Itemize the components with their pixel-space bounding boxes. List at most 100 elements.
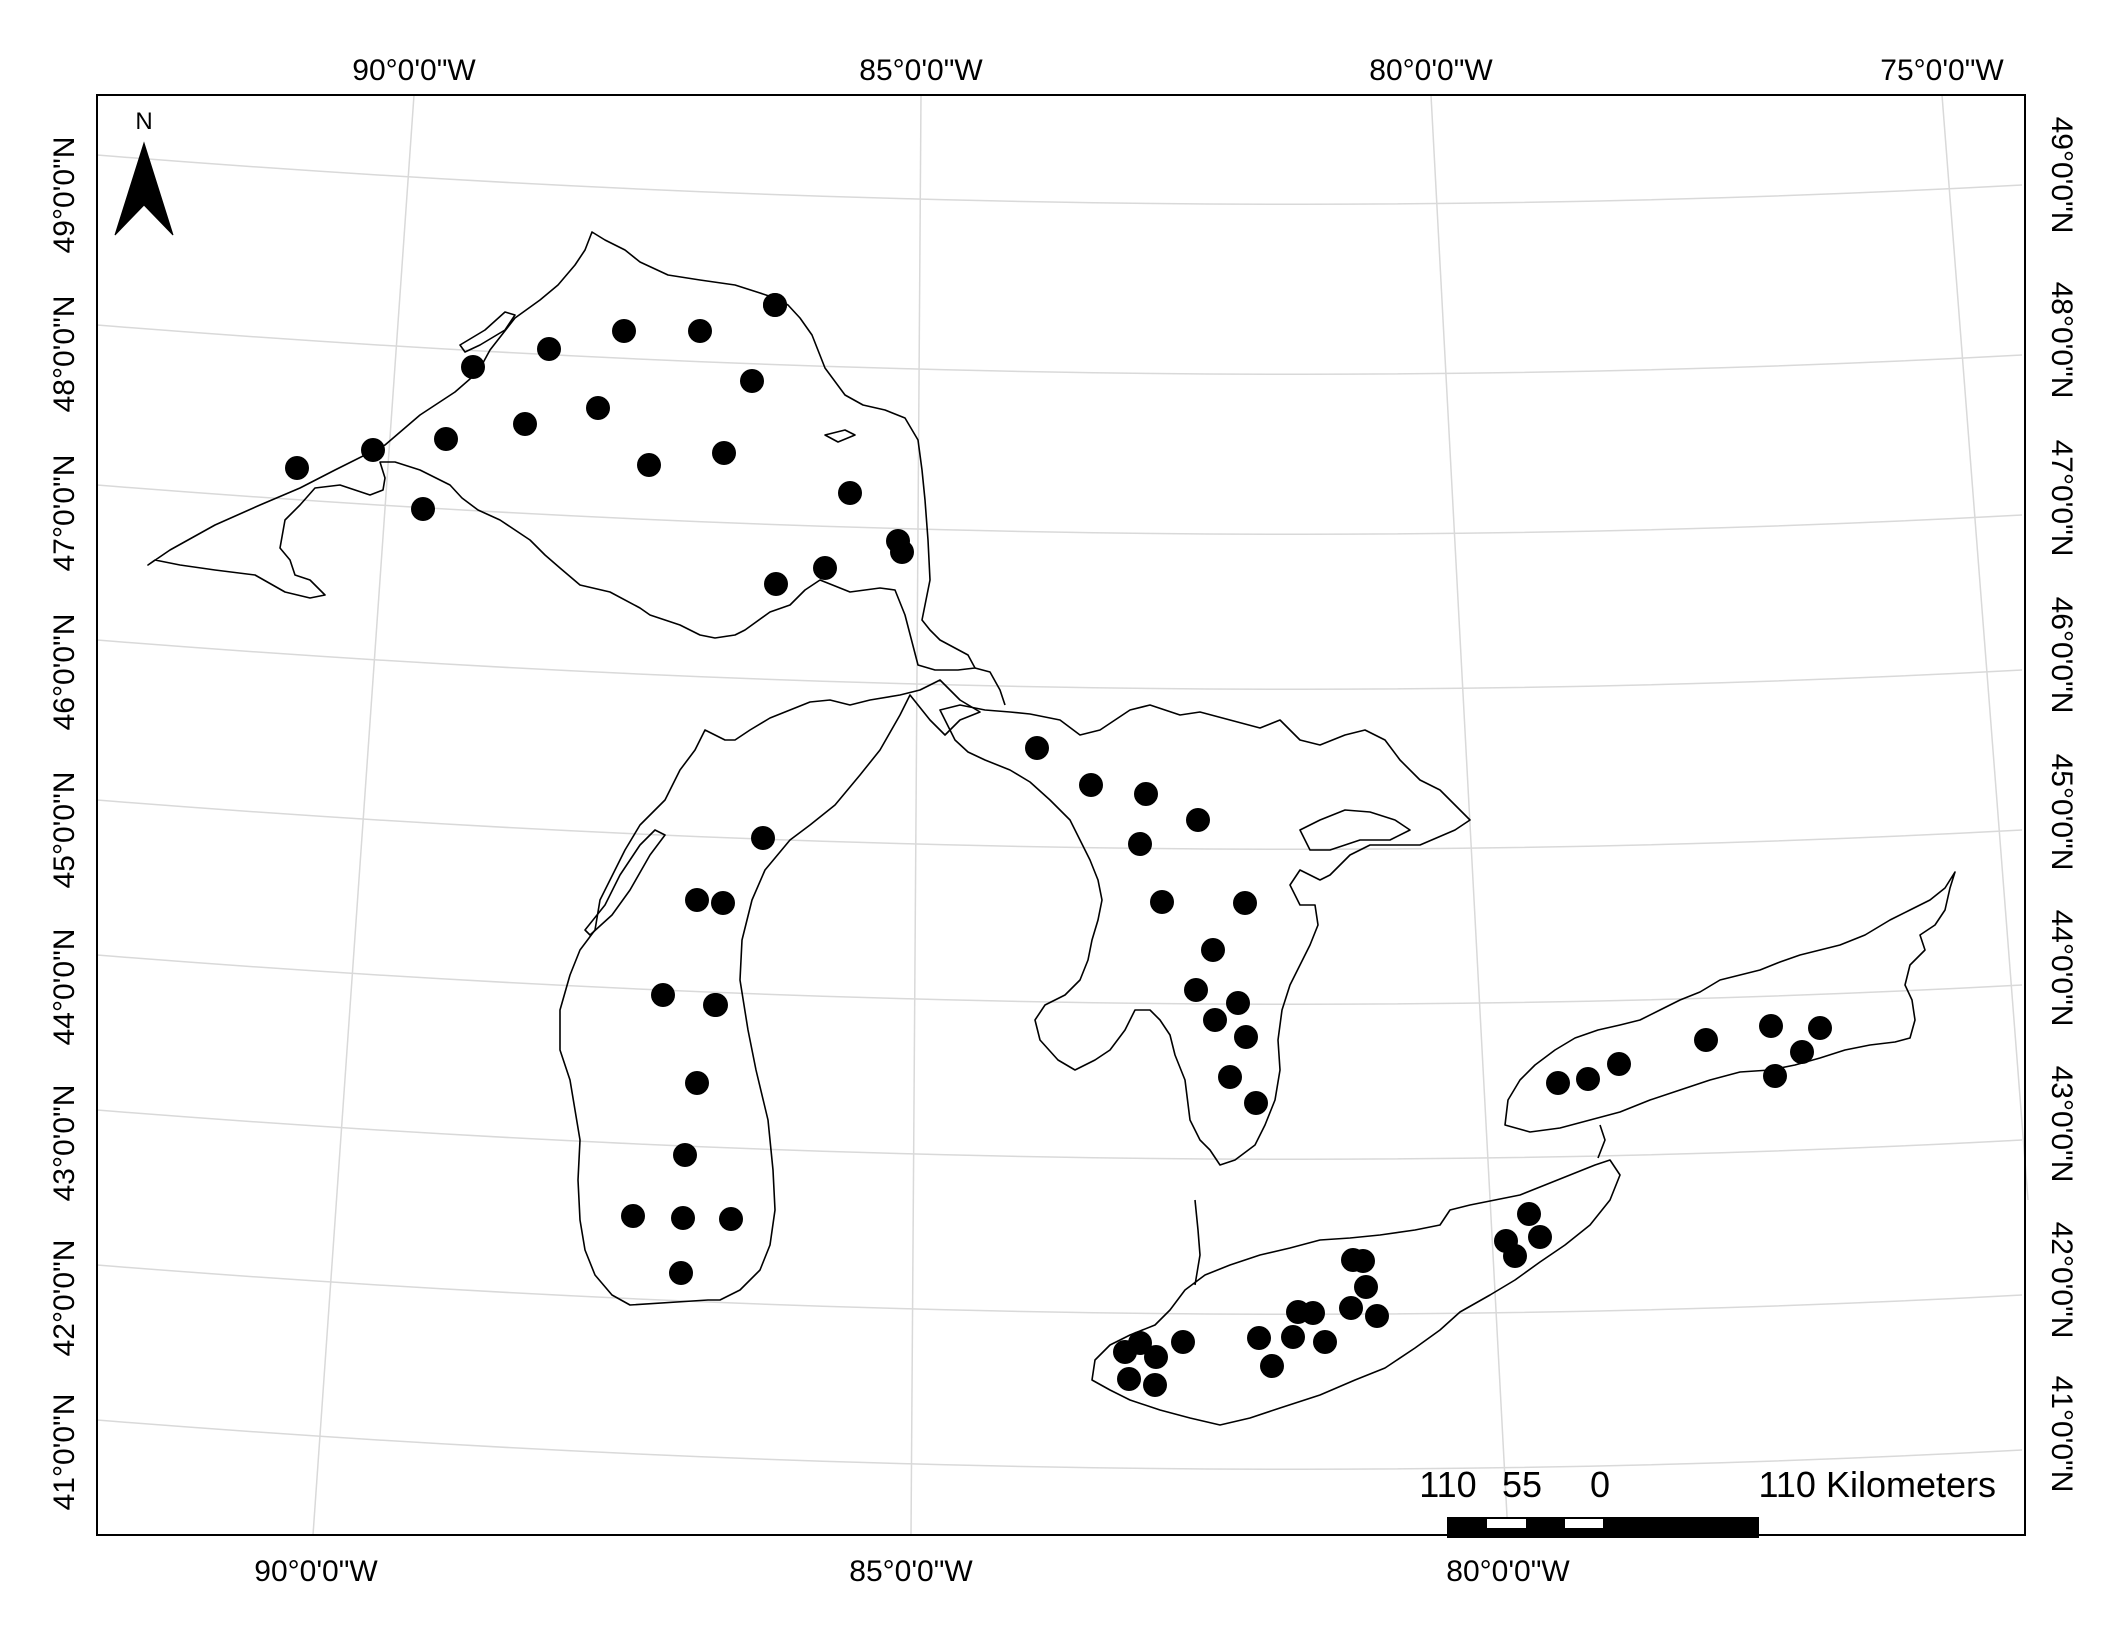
sample-site-michigan-11 — [669, 1261, 693, 1285]
right-lat-label-43n: 43°0'0"N — [2045, 1066, 2078, 1183]
sample-site-superior-8 — [586, 396, 610, 420]
lake-outlines — [147, 231, 1956, 1426]
sample-site-ontario-8 — [1808, 1016, 1832, 1040]
sample-site-ontario-6 — [1763, 1064, 1787, 1088]
sample-site-ontario-7 — [1790, 1040, 1814, 1064]
right-lat-label-46n: 46°0'0"N — [2045, 597, 2078, 714]
left-lat-labels: 49°0'0"N 48°0'0"N 47°0'0"N 46°0'0"N 45°0… — [48, 137, 81, 1511]
parallel-44n — [96, 954, 2023, 1005]
bottom-lon-label-90w: 90°0'0"W — [254, 1555, 378, 1588]
niagara-river-channel — [1597, 1124, 1606, 1159]
sample-site-michigan-1 — [751, 826, 775, 850]
north-arrow-icon — [114, 141, 174, 236]
sample-site-erie-14 — [1354, 1275, 1378, 1299]
parallel-41n — [96, 1419, 2023, 1470]
meridian-75w — [1941, 94, 2029, 1201]
sample-site-superior-7 — [537, 337, 561, 361]
left-lat-label-42n: 42°0'0"N — [48, 1240, 81, 1357]
detroit-river-channel — [1194, 1199, 1201, 1286]
sample-site-erie-19 — [1503, 1244, 1527, 1268]
sample-site-superior-11 — [688, 319, 712, 343]
lake-erie-outline — [1091, 1159, 1621, 1426]
sample-site-huron-10 — [1226, 991, 1250, 1015]
parallel-43n — [96, 1109, 2023, 1160]
sample-site-huron-8 — [1201, 938, 1225, 962]
sample-site-erie-8 — [1260, 1354, 1284, 1378]
left-lat-label-49n: 49°0'0"N — [48, 137, 81, 254]
north-arrow-label: N — [135, 108, 152, 135]
right-lat-label-48n: 48°0'0"N — [2045, 282, 2078, 399]
parallel-49n — [96, 154, 2023, 205]
scale-seg-3 — [1526, 1518, 1565, 1537]
sample-site-michigan-6 — [685, 1071, 709, 1095]
sample-site-superior-13 — [740, 369, 764, 393]
top-lon-label-85w: 85°0'0"W — [859, 54, 983, 87]
sample-site-superior-12 — [712, 441, 736, 465]
sample-site-erie-11 — [1313, 1330, 1337, 1354]
sample-site-superior-6 — [513, 412, 537, 436]
sample-site-huron-4 — [1186, 808, 1210, 832]
bottom-lon-label-85w: 85°0'0"W — [849, 1555, 973, 1588]
green-bay-outline — [584, 829, 666, 936]
sample-site-erie-2 — [1128, 1331, 1152, 1355]
sample-site-superior-10 — [637, 453, 661, 477]
sample-site-erie-20 — [1517, 1202, 1541, 1226]
right-lat-label-41n: 41°0'0"N — [2045, 1376, 2078, 1493]
meridian-80w — [1430, 94, 1509, 1536]
sample-site-michigan-12 — [703, 993, 727, 1017]
scale-seg-2 — [1487, 1528, 1526, 1537]
sample-site-erie-13 — [1339, 1296, 1363, 1320]
sample-site-superior-15 — [764, 572, 788, 596]
left-lat-label-48n: 48°0'0"N — [48, 296, 81, 413]
sample-site-erie-16 — [1341, 1248, 1365, 1272]
sample-site-superior-16 — [813, 556, 837, 580]
sample-site-huron-9 — [1184, 978, 1208, 1002]
sample-site-michigan-7 — [673, 1143, 697, 1167]
right-lat-labels: 49°0'0"N 48°0'0"N 47°0'0"N 46°0'0"N 45°0… — [2045, 117, 2078, 1493]
sample-site-ontario-2 — [1576, 1067, 1600, 1091]
graticule-lines — [96, 94, 2029, 1536]
sample-site-huron-3 — [1134, 782, 1158, 806]
sample-site-superior-2 — [361, 438, 385, 462]
sample-site-ontario-1 — [1546, 1071, 1570, 1095]
parallel-48n — [96, 324, 2023, 375]
sample-site-superior-4 — [434, 427, 458, 451]
st-marys-river-channel — [974, 667, 1006, 706]
sample-site-erie-12 — [1286, 1300, 1310, 1324]
sample-site-ontario-4 — [1694, 1028, 1718, 1052]
scale-label-110-left: 110 — [1419, 1464, 1476, 1505]
sample-site-superior-19 — [763, 293, 787, 317]
sample-site-erie-21 — [1528, 1225, 1552, 1249]
top-lon-label-90w: 90°0'0"W — [352, 54, 476, 87]
sample-site-erie-7 — [1247, 1326, 1271, 1350]
sample-site-huron-2 — [1079, 773, 1103, 797]
left-lat-label-46n: 46°0'0"N — [48, 614, 81, 731]
sample-site-superior-17 — [838, 481, 862, 505]
lake-superior-island-small — [824, 429, 856, 443]
lake-huron-outline — [939, 704, 1471, 1166]
sample-site-ontario-3 — [1607, 1052, 1631, 1076]
left-lat-label-45n: 45°0'0"N — [48, 772, 81, 889]
sample-site-superior-9 — [612, 319, 636, 343]
scale-label-55: 55 — [1502, 1464, 1542, 1505]
sample-site-michigan-2 — [685, 888, 709, 912]
sample-site-erie-5 — [1143, 1373, 1167, 1397]
sample-site-erie-6 — [1171, 1330, 1195, 1354]
sample-site-huron-6 — [1150, 890, 1174, 914]
right-lat-label-44n: 44°0'0"N — [2045, 910, 2078, 1027]
parallel-47n — [96, 484, 2023, 535]
left-lat-label-41n: 41°0'0"N — [48, 1394, 81, 1511]
left-lat-label-43n: 43°0'0"N — [48, 1085, 81, 1202]
scale-seg-5 — [1603, 1518, 1758, 1537]
scale-seg-4 — [1565, 1528, 1603, 1537]
sample-site-michigan-10 — [719, 1207, 743, 1231]
top-lon-label-80w: 80°0'0"W — [1369, 54, 1493, 87]
sample-site-huron-11 — [1203, 1008, 1227, 1032]
sample-site-superior-5 — [461, 355, 485, 379]
left-lat-label-47n: 47°0'0"N — [48, 455, 81, 572]
right-lat-label-42n: 42°0'0"N — [2045, 1222, 2078, 1339]
scale-seg-1 — [1448, 1518, 1487, 1537]
sample-site-superior-1 — [285, 456, 309, 480]
sample-site-huron-13 — [1218, 1065, 1242, 1089]
